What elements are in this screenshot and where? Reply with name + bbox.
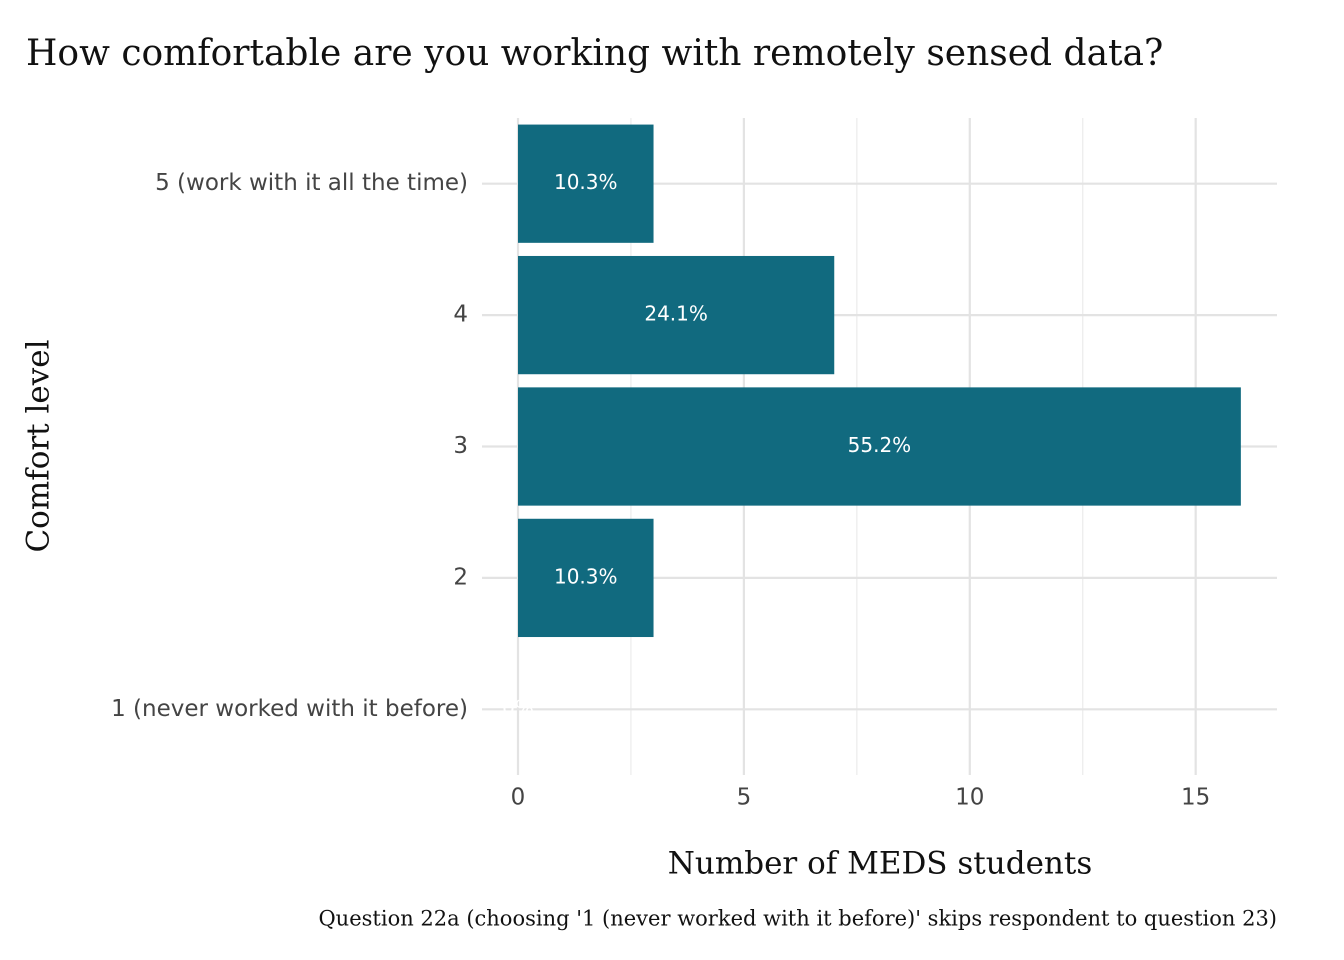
y-tick-label: 3 bbox=[453, 433, 468, 459]
x-tick-label: 0 bbox=[511, 785, 526, 811]
x-tick-label: 5 bbox=[737, 785, 752, 811]
y-axis-title: Comfort level bbox=[21, 339, 57, 552]
bar bbox=[518, 255, 835, 375]
chart-title: How comfortable are you working with rem… bbox=[26, 33, 1163, 74]
y-tick-label: 4 bbox=[453, 302, 468, 328]
y-tick-label: 2 bbox=[453, 564, 468, 590]
value-label: 0% bbox=[502, 696, 534, 720]
bar bbox=[518, 387, 1241, 506]
x-tick-label: 10 bbox=[955, 785, 984, 811]
value-label: 24.1% bbox=[644, 302, 708, 326]
y-tick-label: 5 (work with it all the time) bbox=[155, 170, 468, 196]
value-label: 55.2% bbox=[848, 433, 912, 457]
value-label: 10.3% bbox=[554, 564, 618, 588]
bar bbox=[518, 518, 654, 638]
x-tick-label: 15 bbox=[1181, 785, 1210, 811]
y-tick-label: 1 (never worked with it before) bbox=[111, 696, 468, 722]
value-label: 10.3% bbox=[554, 170, 618, 194]
bar bbox=[518, 124, 654, 243]
x-axis-title: Number of MEDS students bbox=[668, 846, 1093, 882]
caption: Question 22a (choosing '1 (never worked … bbox=[318, 907, 1277, 931]
